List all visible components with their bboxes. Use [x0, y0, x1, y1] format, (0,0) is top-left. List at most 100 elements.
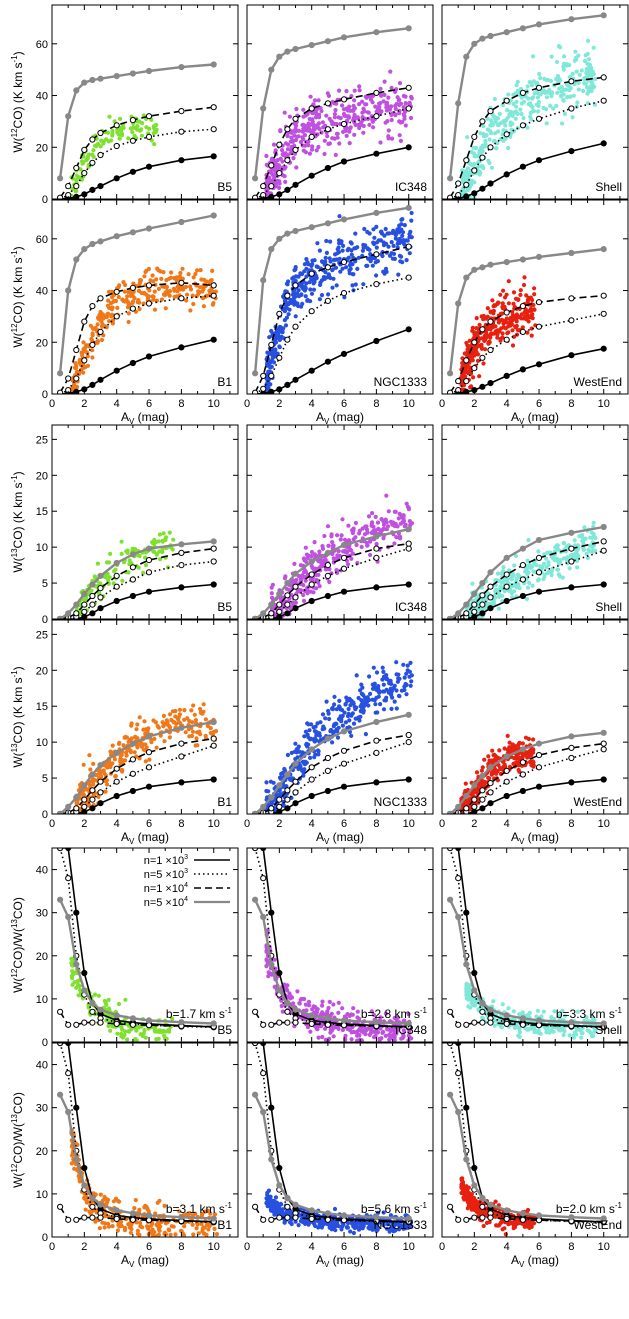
scatter-point [294, 106, 299, 112]
scatter-point [267, 335, 272, 340]
scatter-point [485, 314, 490, 319]
scatter-point [492, 316, 497, 321]
scatter-point [386, 128, 391, 133]
scatter-point [576, 554, 581, 559]
model-marker [535, 157, 543, 164]
scatter-point [532, 91, 537, 96]
scatter-point [302, 269, 307, 274]
model-marker [113, 792, 120, 800]
scatter-point [269, 591, 274, 596]
scatter-point [511, 101, 516, 107]
scatter-point [191, 301, 196, 307]
scatter-point [549, 54, 554, 59]
scatter-point [397, 108, 402, 113]
scatter-point [332, 694, 337, 699]
model-marker [340, 350, 348, 357]
scatter-point [531, 54, 536, 59]
scatter-point [573, 49, 578, 54]
model-marker [89, 592, 96, 600]
scatter-point [128, 750, 133, 755]
scatter-point [83, 345, 88, 350]
panel-frame [441, 619, 629, 815]
scatter-point [486, 602, 491, 607]
scatter-point [507, 588, 512, 594]
region-label: B5 [217, 600, 232, 614]
scatter-point [267, 351, 272, 356]
scatter-point [406, 505, 411, 510]
model-marker [89, 381, 96, 388]
scatter-point [340, 103, 345, 108]
model-marker [373, 718, 380, 726]
model-n1e3-Shell [447, 140, 607, 199]
scatter-point [496, 300, 501, 305]
scatter-point [361, 708, 366, 713]
scatter-point [81, 370, 86, 375]
scatter-point [470, 325, 475, 330]
model-marker [503, 583, 510, 590]
scatter-point [549, 90, 555, 95]
model-marker [447, 175, 454, 182]
model-marker [471, 601, 478, 608]
scatter-point [373, 260, 378, 265]
scatter-point [510, 343, 516, 348]
scatter-point [117, 136, 122, 141]
scatter-point [488, 123, 493, 128]
scatter-point [480, 164, 485, 169]
scatter-point [103, 789, 108, 794]
model-marker [535, 84, 543, 91]
model-marker [81, 601, 88, 608]
model-marker [324, 297, 331, 304]
scatter-point [299, 767, 304, 772]
scatter-point [495, 335, 500, 340]
scatter-point [314, 730, 319, 736]
scatter-point [193, 718, 198, 723]
model-marker [81, 608, 88, 615]
scatter-point [298, 281, 303, 286]
scatter-point [382, 233, 387, 238]
scatter-point [389, 104, 394, 109]
scatter-point [319, 293, 325, 298]
scatter-point [344, 89, 349, 94]
model-marker [373, 29, 380, 36]
scatter-point [508, 109, 513, 114]
scatter-point [295, 755, 300, 760]
x-tick-label: 2 [81, 398, 87, 410]
scatter-point [149, 740, 154, 745]
scatter-point [129, 723, 134, 728]
model-marker [463, 388, 470, 394]
scatter-point [322, 138, 327, 143]
scatter-point [408, 115, 414, 121]
scatter-point [152, 307, 158, 312]
scatter-point [538, 92, 543, 97]
scatter-point [488, 118, 494, 123]
scatter-point [347, 268, 352, 273]
scatter-point [531, 737, 536, 742]
scatter-point [527, 80, 532, 85]
model-marker [535, 253, 543, 260]
scatter-point [398, 521, 403, 526]
scatter-point [577, 72, 582, 77]
scatter-point [460, 361, 465, 366]
scatter-point [518, 107, 523, 112]
y-tick-label: 40 [36, 286, 48, 298]
model-marker [535, 588, 543, 595]
scatter-point [561, 98, 566, 103]
axis-ticks [51, 425, 238, 620]
model-marker [57, 810, 64, 814]
scatter-point [283, 574, 288, 579]
model-n1e3-NGC1333 [252, 776, 412, 814]
model-marker [252, 389, 259, 394]
scatter-point [589, 89, 594, 94]
model-marker [292, 45, 299, 53]
scatter-point [349, 252, 354, 257]
scatter-point [293, 265, 298, 270]
scatter-point [141, 301, 146, 306]
model-marker [324, 220, 331, 227]
model-marker [308, 172, 315, 179]
model-marker [284, 381, 291, 388]
model-marker [405, 274, 412, 281]
model-marker [89, 796, 96, 803]
scatter-point [516, 297, 521, 302]
scatter-point [397, 133, 402, 138]
model-marker [276, 354, 283, 361]
